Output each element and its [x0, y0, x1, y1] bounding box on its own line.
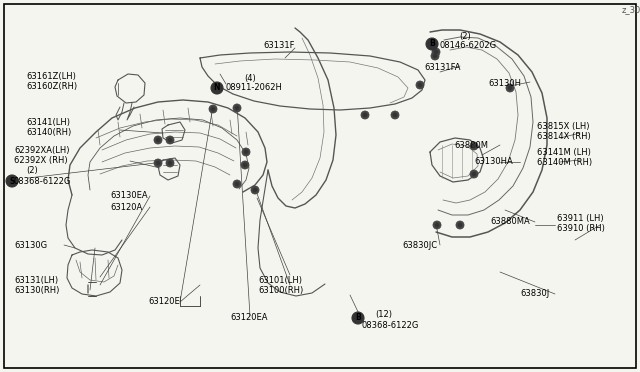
- Text: 63140(RH): 63140(RH): [26, 128, 71, 138]
- Text: 63101(LH): 63101(LH): [258, 276, 302, 285]
- Circle shape: [352, 312, 364, 324]
- Text: (2): (2): [459, 32, 471, 41]
- Circle shape: [361, 111, 369, 119]
- Text: 63140M (RH): 63140M (RH): [537, 158, 592, 167]
- Circle shape: [168, 138, 172, 141]
- Circle shape: [456, 221, 464, 229]
- Text: 63141(LH): 63141(LH): [26, 119, 70, 128]
- Circle shape: [244, 151, 248, 154]
- Circle shape: [154, 136, 162, 144]
- Text: 63815X (LH): 63815X (LH): [537, 122, 589, 131]
- Text: z_30002: z_30002: [622, 5, 640, 14]
- Text: 63830J: 63830J: [520, 289, 549, 298]
- Circle shape: [233, 104, 241, 112]
- Circle shape: [243, 164, 246, 167]
- Circle shape: [6, 175, 18, 187]
- Circle shape: [157, 161, 159, 164]
- Text: 63141M (LH): 63141M (LH): [537, 148, 591, 157]
- Circle shape: [154, 159, 162, 167]
- Text: S: S: [10, 176, 15, 186]
- Text: (4): (4): [244, 74, 256, 83]
- Circle shape: [391, 111, 399, 119]
- Circle shape: [394, 113, 397, 116]
- Circle shape: [416, 81, 424, 89]
- Circle shape: [458, 224, 461, 227]
- Circle shape: [426, 38, 438, 50]
- Circle shape: [253, 189, 257, 192]
- Text: 62392XA(LH): 62392XA(LH): [14, 147, 70, 155]
- Circle shape: [168, 161, 172, 164]
- Circle shape: [435, 224, 438, 227]
- Circle shape: [157, 138, 159, 141]
- Text: B: B: [355, 314, 361, 323]
- Circle shape: [236, 183, 239, 186]
- Circle shape: [364, 113, 367, 116]
- Circle shape: [211, 82, 223, 94]
- Text: 63120A: 63120A: [110, 202, 142, 212]
- Text: 63130G: 63130G: [14, 241, 47, 250]
- Circle shape: [433, 221, 441, 229]
- Text: 63880MA: 63880MA: [490, 218, 530, 227]
- Text: 63130EA: 63130EA: [110, 192, 148, 201]
- Circle shape: [506, 84, 514, 92]
- Text: 63120EA: 63120EA: [230, 314, 268, 323]
- Circle shape: [166, 159, 174, 167]
- Text: (2): (2): [26, 167, 38, 176]
- Text: 63131F: 63131F: [263, 42, 294, 51]
- Circle shape: [241, 161, 249, 169]
- Text: 08368-6122G: 08368-6122G: [14, 176, 72, 186]
- Text: 63131FA: 63131FA: [424, 64, 461, 73]
- Circle shape: [472, 144, 476, 148]
- Text: 08911-2062H: 08911-2062H: [226, 83, 283, 93]
- Text: 63161Z(LH): 63161Z(LH): [26, 73, 76, 81]
- Circle shape: [251, 186, 259, 194]
- Circle shape: [509, 87, 511, 90]
- Circle shape: [435, 51, 438, 54]
- Circle shape: [470, 142, 478, 150]
- Text: N: N: [214, 83, 220, 93]
- Circle shape: [242, 148, 250, 156]
- Circle shape: [233, 180, 241, 188]
- Text: 63130H: 63130H: [488, 80, 521, 89]
- Text: 63131(LH): 63131(LH): [14, 276, 58, 285]
- Text: 63814X (RH): 63814X (RH): [537, 132, 591, 141]
- Text: 63911 (LH): 63911 (LH): [557, 214, 604, 222]
- Circle shape: [472, 173, 476, 176]
- Circle shape: [419, 83, 422, 87]
- Text: 62392X (RH): 62392X (RH): [14, 157, 68, 166]
- Text: 63160Z(RH): 63160Z(RH): [26, 83, 77, 92]
- Circle shape: [236, 106, 239, 109]
- Circle shape: [209, 105, 217, 113]
- Text: 63120E: 63120E: [148, 298, 180, 307]
- Text: 63880M: 63880M: [454, 141, 488, 150]
- Text: 63100(RH): 63100(RH): [258, 285, 303, 295]
- Text: 63910 (RH): 63910 (RH): [557, 224, 605, 234]
- Circle shape: [431, 52, 439, 60]
- Text: 63130(RH): 63130(RH): [14, 285, 60, 295]
- Text: 63830JC: 63830JC: [402, 241, 437, 250]
- Circle shape: [470, 170, 478, 178]
- Text: B: B: [429, 39, 435, 48]
- Text: (12): (12): [375, 311, 392, 320]
- Text: 08146-6202G: 08146-6202G: [439, 42, 496, 51]
- Circle shape: [433, 55, 436, 58]
- Circle shape: [432, 48, 440, 56]
- Circle shape: [166, 136, 174, 144]
- Circle shape: [211, 108, 214, 110]
- Text: 08368-6122G: 08368-6122G: [362, 321, 419, 330]
- Text: 63130HA: 63130HA: [474, 157, 513, 166]
